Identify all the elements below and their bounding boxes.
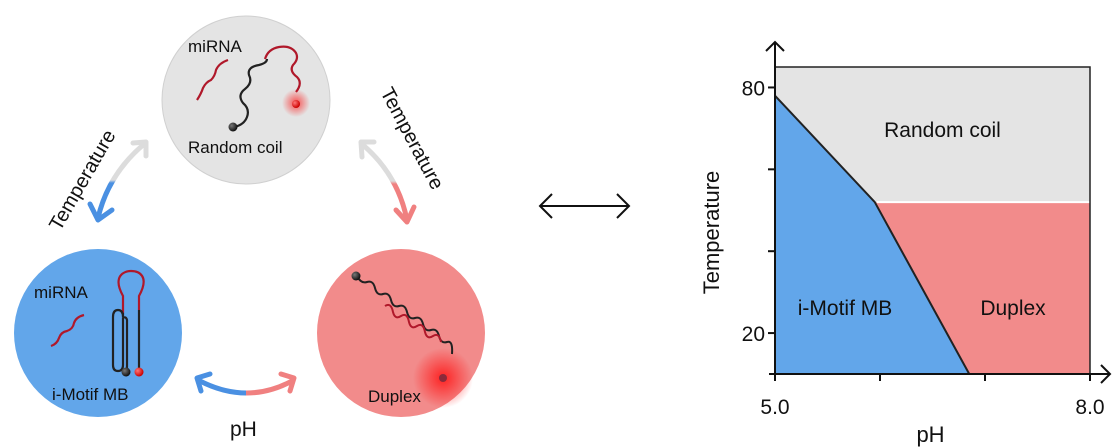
region-duplex xyxy=(874,202,1090,374)
y-axis-label: Temperature xyxy=(699,171,724,295)
y-tick-label: 80 xyxy=(742,77,765,100)
imotif-label: i-Motif MB xyxy=(52,385,129,404)
quencher-icon xyxy=(228,122,238,132)
mirna-strand xyxy=(196,58,229,101)
region-imotif xyxy=(775,95,970,375)
random-coil-state: miRNA Random coil xyxy=(161,15,331,185)
probe-strand xyxy=(233,58,269,129)
axes xyxy=(765,40,1112,384)
arrowhead-up-icon xyxy=(358,139,377,160)
fluorophore-icon xyxy=(292,100,300,108)
x-tick-label: 5.0 xyxy=(760,396,789,419)
double-headed-arrow-icon xyxy=(538,193,631,219)
x-axis-label: pH xyxy=(916,422,944,447)
temperature-arrow-right: Temperature xyxy=(358,84,448,225)
fluorophore-icon xyxy=(439,374,447,382)
probe-loop-strand xyxy=(263,45,301,93)
phase-boundary-line xyxy=(774,94,971,375)
arrowhead-right-icon xyxy=(278,371,297,394)
hairpin-loop xyxy=(117,269,145,313)
region-label-duplex: Duplex xyxy=(980,297,1046,320)
y-axis-arrowhead-icon xyxy=(765,40,785,52)
arrowhead-down-icon xyxy=(393,204,417,225)
ph-arrow: pH xyxy=(194,371,297,441)
arrowhead-up-icon xyxy=(130,139,149,159)
ph-label: pH xyxy=(230,418,257,441)
phase-diagram: Random coil i-Motif MB Duplex 80 20 5.0 … xyxy=(699,40,1112,447)
mirna-strand xyxy=(384,303,442,343)
random-coil-circle xyxy=(161,15,331,185)
duplex-state: Duplex xyxy=(317,249,485,417)
region-random-coil xyxy=(775,67,1090,203)
region-label-imotif: i-Motif MB xyxy=(798,297,893,320)
region-label-random-coil: Random coil xyxy=(884,119,1001,142)
quencher-icon xyxy=(121,367,131,377)
temperature-arrow-left: Temperature xyxy=(45,126,149,235)
imotif-state: miRNA i-Motif MB xyxy=(14,249,182,417)
quencher-icon xyxy=(351,271,361,281)
temperature-label-right: Temperature xyxy=(376,84,448,193)
imotif-fold xyxy=(111,308,129,374)
mirna-label: miRNA xyxy=(188,37,242,56)
arrowhead-down-icon xyxy=(87,201,115,223)
arrowhead-left-icon xyxy=(194,371,213,394)
temperature-label-left: Temperature xyxy=(45,126,120,234)
duplex-label: Duplex xyxy=(368,387,421,406)
mirna-label: miRNA xyxy=(34,283,88,302)
y-tick-label: 20 xyxy=(742,323,765,346)
random-coil-label: Random coil xyxy=(188,138,283,157)
mirna-strand xyxy=(50,313,85,348)
x-tick-label: 8.0 xyxy=(1075,396,1104,419)
x-axis-arrowhead-icon xyxy=(1100,364,1112,384)
fluorophore-icon xyxy=(134,367,144,377)
